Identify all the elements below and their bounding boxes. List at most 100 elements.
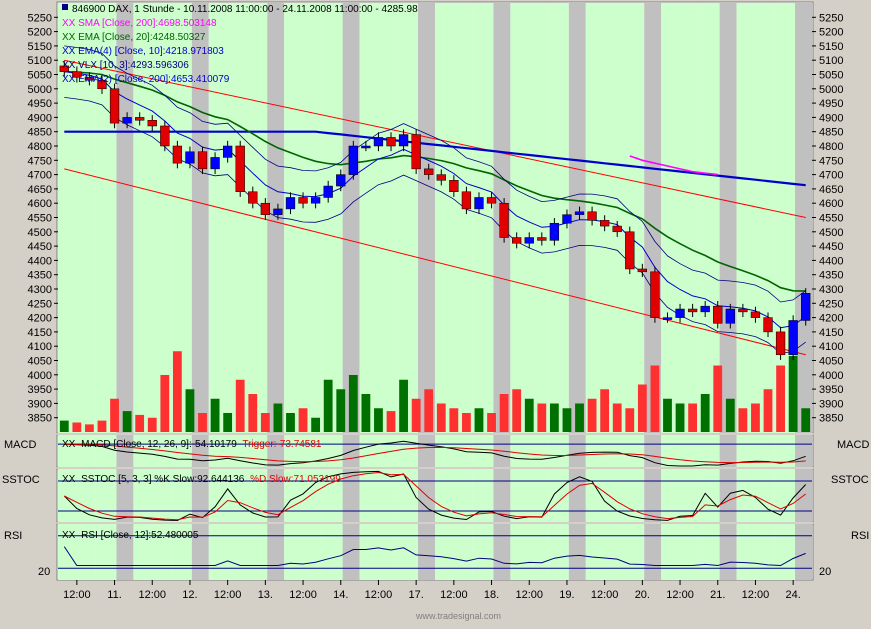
candle-body xyxy=(675,308,685,318)
y-tick-label-right: 4750 xyxy=(819,155,843,167)
candle-body xyxy=(361,145,371,149)
candle-body xyxy=(84,77,95,81)
candle-body xyxy=(788,320,798,356)
legend-line: XX EMA(4) [Close, 10]:4218.971803 xyxy=(62,46,224,57)
candle-body xyxy=(562,214,572,224)
y-tick-label-left: 5000 xyxy=(28,84,52,96)
volume-bar xyxy=(725,398,735,432)
legend-line: XX EMA [Close, 20]:4248.50327 xyxy=(62,32,206,43)
volume-bar xyxy=(487,413,496,432)
session-band xyxy=(585,3,624,580)
y-tick-label-left: 4900 xyxy=(28,112,52,124)
macd-line xyxy=(64,440,806,467)
night-band xyxy=(267,3,285,580)
candle-body xyxy=(386,137,396,147)
volume-bar xyxy=(499,394,509,432)
volume-bar xyxy=(549,403,559,432)
vlx-upper-line xyxy=(64,45,806,303)
candle-body xyxy=(499,202,509,238)
chart-title: 846900 DAX, 1 Stunde - 10.11.2008 11:00:… xyxy=(72,4,418,15)
session-band xyxy=(133,3,172,580)
candle-body xyxy=(273,208,283,215)
session-band xyxy=(623,3,645,580)
x-tick-label: 17. xyxy=(409,589,424,601)
volume-bar xyxy=(260,413,270,432)
macd-legend: XX MACD [Close, 12, 26, 9]:-54.10179 Tri… xyxy=(62,439,322,450)
rsi-label-right: RSI xyxy=(851,530,869,542)
legend-text: SMA [Close, 200]:4698.503148 xyxy=(78,18,217,29)
volume-bar xyxy=(160,375,170,432)
rsi-level-left: 20 xyxy=(38,566,50,578)
session-band xyxy=(548,3,569,580)
volume-bar xyxy=(399,379,408,432)
ema10-line xyxy=(64,71,806,329)
rsi-legend: XX RSI [Close, 12]:52.480005 xyxy=(62,530,199,541)
volume-bar xyxy=(97,420,107,432)
channel-lower xyxy=(64,168,806,356)
macd-legend-prefix: XX xyxy=(62,439,76,450)
y-tick-label-left: 4950 xyxy=(28,98,52,110)
rsi-level-right: 20 xyxy=(819,566,831,578)
y-tick-label-left: 4350 xyxy=(28,270,52,282)
volume-bar xyxy=(386,411,396,432)
volume-bar xyxy=(738,408,748,432)
volume-bar xyxy=(135,414,145,432)
volume-bar xyxy=(122,411,132,432)
candle-body xyxy=(612,225,622,233)
candle-body xyxy=(298,197,308,204)
y-tick-label-right: 4400 xyxy=(819,255,843,267)
legend-text: EMA(2) [Close, 200]:4653.410079 xyxy=(78,74,230,85)
candle-body xyxy=(197,151,208,170)
session-band xyxy=(95,3,117,580)
y-tick-label-right: 3900 xyxy=(819,398,843,410)
y-tick-label-right: 4950 xyxy=(819,98,843,110)
candle-body xyxy=(750,311,761,318)
candle-body xyxy=(323,185,333,198)
volume-bar xyxy=(562,408,572,432)
volume-bar xyxy=(751,403,760,432)
y-tick-label-left: 4150 xyxy=(28,327,52,339)
y-tick-label-left: 5150 xyxy=(28,41,52,53)
night-band xyxy=(568,3,586,580)
y-tick-label-right: 4500 xyxy=(819,227,843,239)
x-tick-label: 12:00 xyxy=(63,589,91,601)
legend-prefix: XX xyxy=(62,32,78,43)
ema20-line xyxy=(64,70,806,292)
volume-bar xyxy=(575,403,584,432)
sstoc-legend: XX SSTOC [5, 3, 3] %K Slow:92.644136 %D … xyxy=(62,474,341,485)
y-tick-label-left: 4100 xyxy=(28,341,52,353)
candle-body xyxy=(210,157,220,170)
y-tick-label-left: 4650 xyxy=(28,184,52,196)
x-tick-label: 21. xyxy=(710,589,725,601)
candle-body xyxy=(398,134,409,147)
y-tick-label-right: 4700 xyxy=(819,170,843,182)
session-band xyxy=(284,3,322,580)
session-band xyxy=(698,3,720,580)
watermark: www.tradesignal.com xyxy=(415,611,501,621)
legend-text: EMA [Close, 20]:4248.50327 xyxy=(78,32,206,43)
candle-body xyxy=(436,174,446,181)
x-tick-label: 12:00 xyxy=(742,589,770,601)
volume-bar xyxy=(323,379,333,432)
candle-body xyxy=(700,305,710,313)
candle-body xyxy=(185,151,195,164)
y-tick-label-left: 4300 xyxy=(28,284,52,296)
y-tick-label-right: 4650 xyxy=(819,184,843,196)
volume-bar xyxy=(776,365,785,432)
volume-bar xyxy=(223,413,233,432)
y-tick-label-right: 4600 xyxy=(819,198,843,210)
candle-body xyxy=(260,202,270,215)
candle-body xyxy=(172,145,183,164)
volume-bar xyxy=(298,408,308,432)
legend-prefix: XX xyxy=(62,60,78,71)
x-tick-label: 18. xyxy=(484,589,499,601)
volume-bar xyxy=(625,408,635,432)
candle-body xyxy=(310,197,321,204)
candle-body xyxy=(801,293,811,321)
y-tick-label-left: 5200 xyxy=(28,27,52,39)
volume-bar xyxy=(185,389,195,432)
legend-text: VLX [10, 3]:4293.596306 xyxy=(78,60,189,71)
channel-upper xyxy=(64,59,806,218)
candle-body xyxy=(486,197,497,204)
volume-bar xyxy=(537,403,547,432)
